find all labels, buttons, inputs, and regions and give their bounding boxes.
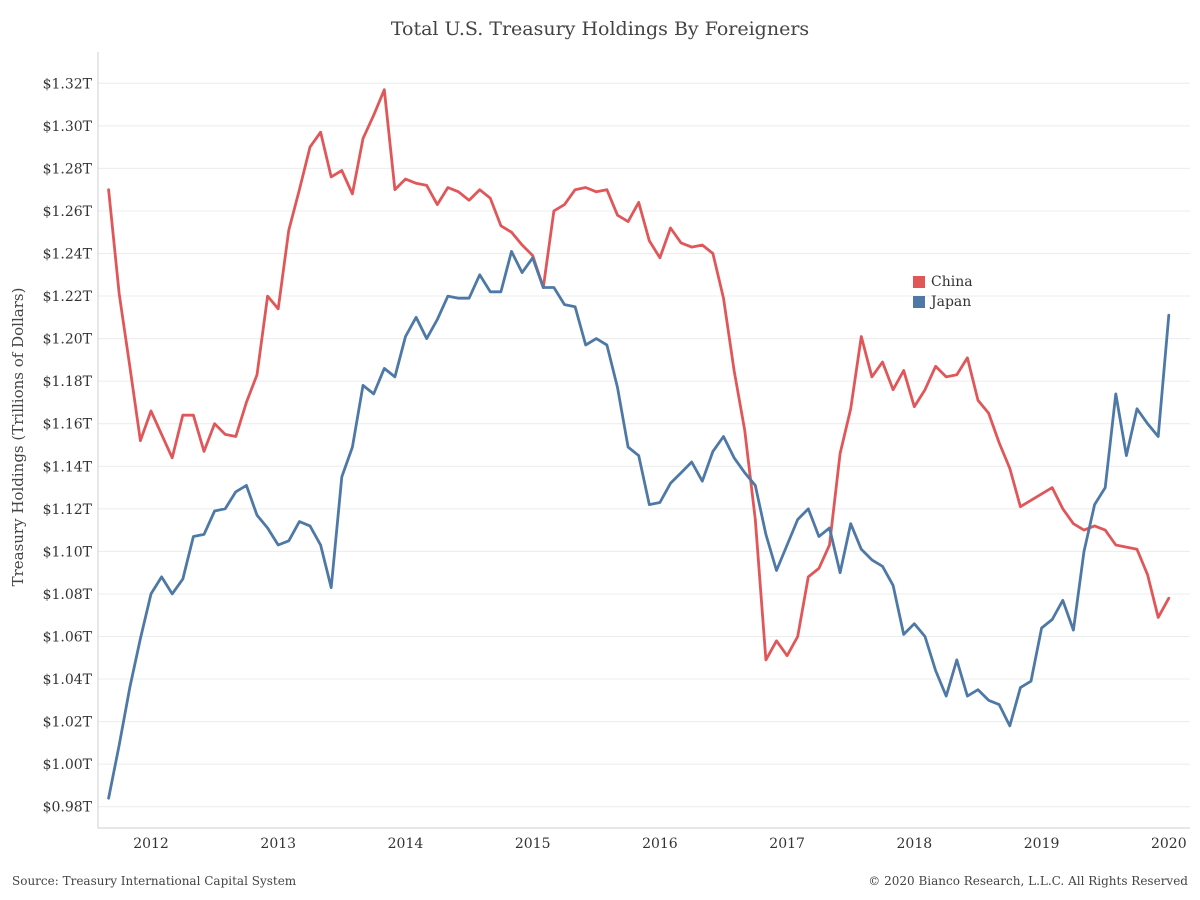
y-tick-label: $1.28T (43, 161, 93, 177)
legend-swatch-japan (913, 296, 925, 308)
x-tick-label: 2017 (769, 836, 805, 852)
series-line-japan[interactable] (107, 249, 1171, 800)
y-tick-label: $1.20T (43, 332, 93, 348)
y-tick-label: $1.02T (43, 715, 93, 731)
x-tick-label: 2018 (897, 836, 933, 852)
y-tick-label: $1.30T (43, 119, 93, 135)
y-tick-label: $1.00T (43, 757, 93, 773)
copyright-note: © 2020 Bianco Research, L.L.C. All Right… (868, 874, 1188, 888)
y-tick-label: $0.98T (43, 800, 93, 816)
x-tick-label: 2013 (260, 836, 296, 852)
y-tick-label: $1.12T (43, 502, 93, 518)
chart-title: Total U.S. Treasury Holdings By Foreigne… (390, 18, 810, 40)
y-tick-label: $1.32T (43, 76, 93, 92)
y-tick-label: $1.16T (43, 417, 93, 433)
legend-item-japan[interactable]: Japan (913, 292, 973, 312)
y-tick-label: $1.14T (43, 459, 93, 475)
x-tick-label: 2015 (515, 836, 551, 852)
x-tick-label: 2019 (1024, 836, 1060, 852)
legend-label-japan: Japan (931, 294, 972, 310)
chart-legend: China Japan (913, 272, 973, 312)
y-tick-label: $1.18T (43, 374, 93, 390)
y-tick-label: $1.06T (43, 630, 93, 646)
x-tick-label: 2020 (1151, 836, 1187, 852)
legend-swatch-china (913, 276, 925, 288)
y-tick-label: $1.10T (43, 544, 93, 560)
series-lines (107, 88, 1171, 800)
series-line-china[interactable] (107, 88, 1171, 662)
legend-label-china: China (931, 274, 973, 290)
y-tick-label: $1.04T (43, 672, 93, 688)
y-tick-label: $1.24T (43, 247, 93, 263)
x-tick-label: 2012 (133, 836, 169, 852)
y-tick-label: $1.26T (43, 204, 93, 220)
y-tick-label: $1.22T (43, 289, 93, 305)
x-tick-label: 2016 (642, 836, 678, 852)
y-tick-label: $1.08T (43, 587, 93, 603)
legend-item-china[interactable]: China (913, 272, 973, 292)
gridlines (98, 82, 1190, 808)
y-axis-label: Treasury Holdings (Trillions of Dollars) (9, 288, 27, 587)
source-note: Source: Treasury International Capital S… (12, 874, 297, 888)
x-tick-label: 2014 (388, 836, 424, 852)
axes: $0.98T $1.00T $1.02T $1.04T $1.06T $1.08T $1.1… (43, 52, 1190, 852)
